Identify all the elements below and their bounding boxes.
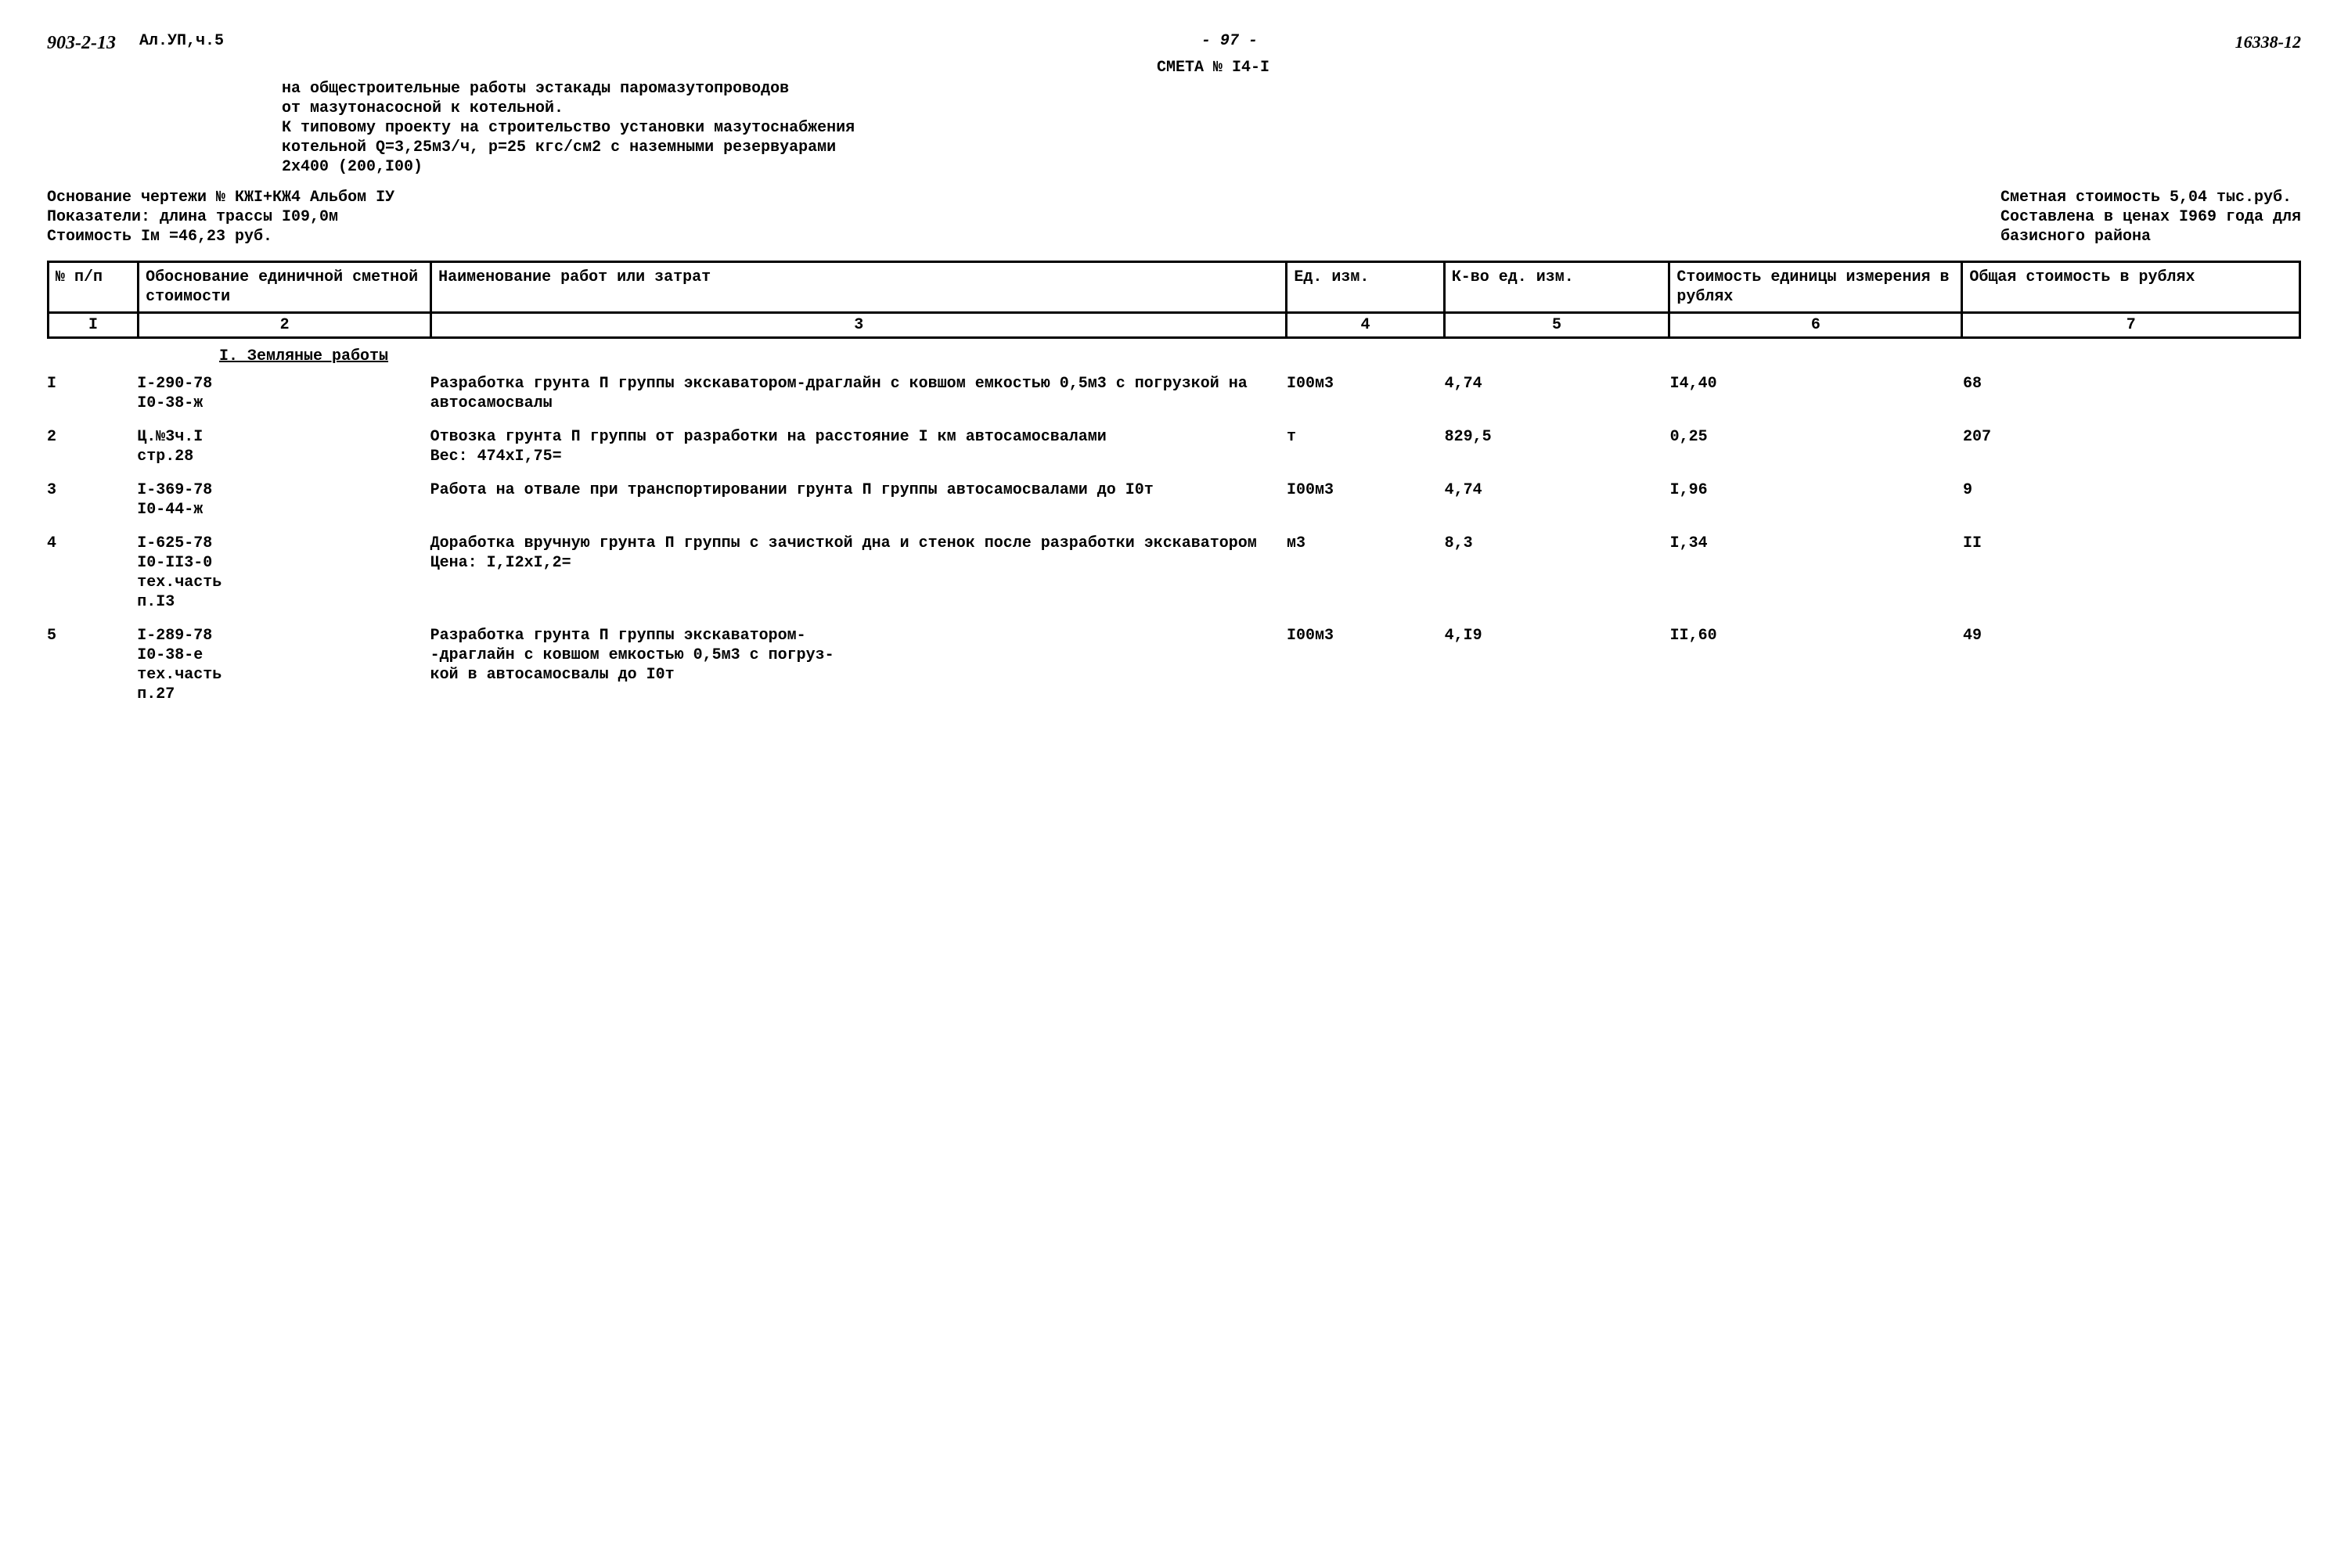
row-cost: I,34 [1670,534,1963,553]
table-row: 5I-289-78 I0-38-е тех.часть п.27Разработ… [47,626,2301,704]
th-6: Стоимость единицы измерения в рублях [1669,262,1962,313]
num-row: I 2 3 4 5 6 7 [49,313,2300,338]
top-left: 903-2-13 Ал.УП,ч.5 [47,31,224,55]
top-center: - 97 - [224,31,2235,51]
body-area: I. Земляные работы II-290-78 I0-38-жРазр… [47,347,2301,704]
row-num: 3 [47,480,137,500]
row-qty: 4,74 [1445,374,1670,394]
row-name: Работа на отвале при транспортировании г… [430,480,1287,500]
desc-line-3: К типовому проекту на строительство уста… [282,118,2145,138]
row-osn: I-625-78 I0-II3-0 тех.часть п.I3 [137,534,430,612]
th-1: № п/п [49,262,139,313]
th-2: Обоснование единичной сметной стоимости [139,262,431,313]
album-label: Ал.УП,ч.5 [139,31,224,55]
th-5: К-во ед. изм. [1444,262,1669,313]
row-num: 2 [47,427,137,447]
row-qty: 4,I9 [1445,626,1670,646]
row-total: 68 [1963,374,2188,394]
row-num: 5 [47,626,137,646]
meta-left-3: Стоимость Iм =46,23 руб. [47,227,394,246]
ref-number: 16338-12 [2235,31,2301,53]
meta-right: Сметная стоимость 5,04 тыс.руб. Составле… [2000,188,2301,246]
smeta-title: СМЕТА № I4-I [282,58,2145,77]
nr-7: 7 [1962,313,2300,338]
row-osn: I-289-78 I0-38-е тех.часть п.27 [137,626,430,704]
row-osn: Ц.№3ч.I стр.28 [137,427,430,466]
section-title: I. Земляные работы [219,347,2301,366]
table-row: II-290-78 I0-38-жРазработка грунта П гру… [47,374,2301,413]
desc-line-1: на общестроительные работы эстакады паро… [282,79,2145,99]
row-cost: I4,40 [1670,374,1963,394]
row-qty: 8,3 [1445,534,1670,553]
row-ed: м3 [1287,534,1445,553]
meta-row: Основание чертежи № КЖI+КЖ4 Альбом IУ По… [47,188,2301,246]
desc-line-5: 2х400 (200,I00) [282,157,2145,177]
row-name: Отвозка грунта П группы от разработки на… [430,427,1287,466]
nr-4: 4 [1287,313,1444,338]
th-3: Наименование работ или затрат [431,262,1287,313]
row-total: 49 [1963,626,2188,646]
nr-6: 6 [1669,313,1962,338]
th-7: Общая стоимость в рублях [1962,262,2300,313]
row-total: 9 [1963,480,2188,500]
meta-right-1: Сметная стоимость 5,04 тыс.руб. [2000,188,2301,207]
row-qty: 829,5 [1445,427,1670,447]
title-block: СМЕТА № I4-I на общестроительные работы … [282,58,2145,177]
row-cost: 0,25 [1670,427,1963,447]
meta-left: Основание чертежи № КЖI+КЖ4 Альбом IУ По… [47,188,394,246]
row-cost: II,60 [1670,626,1963,646]
row-osn: I-290-78 I0-38-ж [137,374,430,413]
meta-left-1: Основание чертежи № КЖI+КЖ4 Альбом IУ [47,188,394,207]
row-name: Разработка грунта П группы экскаватором-… [430,374,1287,413]
row-ed: I00м3 [1287,480,1445,500]
th-4: Ед. изм. [1287,262,1444,313]
row-cost: I,96 [1670,480,1963,500]
header-row: № п/п Обоснование единичной сметной стои… [49,262,2300,313]
row-total: II [1963,534,2188,553]
doc-code: 903-2-13 [47,31,116,55]
nr-2: 2 [139,313,431,338]
header-table: № п/п Обоснование единичной сметной стои… [47,261,2301,339]
row-qty: 4,74 [1445,480,1670,500]
row-num: 4 [47,534,137,553]
row-name: Доработка вручную грунта П группы с зачи… [430,534,1287,573]
row-ed: т [1287,427,1445,447]
table-row: 4I-625-78 I0-II3-0 тех.часть п.I3Доработ… [47,534,2301,612]
nr-5: 5 [1444,313,1669,338]
meta-right-3: базисного района [2000,227,2301,246]
row-name: Разработка грунта П группы экскаватором-… [430,626,1287,685]
rows-container: II-290-78 I0-38-жРазработка грунта П гру… [47,374,2301,704]
row-osn: I-369-78 I0-44-ж [137,480,430,520]
page-root: 903-2-13 Ал.УП,ч.5 - 97 - 16338-12 СМЕТА… [47,31,2301,704]
desc-line-4: котельной Q=3,25м3/ч, р=25 кгс/см2 с наз… [282,138,2145,157]
meta-right-2: Составлена в ценах I969 года для [2000,207,2301,227]
row-num: I [47,374,137,394]
nr-1: I [49,313,139,338]
desc-line-2: от мазутонасосной к котельной. [282,99,2145,118]
row-ed: I00м3 [1287,626,1445,646]
nr-3: 3 [431,313,1287,338]
table-row: 3I-369-78 I0-44-жРабота на отвале при тр… [47,480,2301,520]
page-number: - 97 - [1201,32,1258,50]
top-row: 903-2-13 Ал.УП,ч.5 - 97 - 16338-12 [47,31,2301,55]
row-total: 207 [1963,427,2188,447]
meta-left-2: Показатели: длина трассы I09,0м [47,207,394,227]
table-row: 2Ц.№3ч.I стр.28Отвозка грунта П группы о… [47,427,2301,466]
row-ed: I00м3 [1287,374,1445,394]
